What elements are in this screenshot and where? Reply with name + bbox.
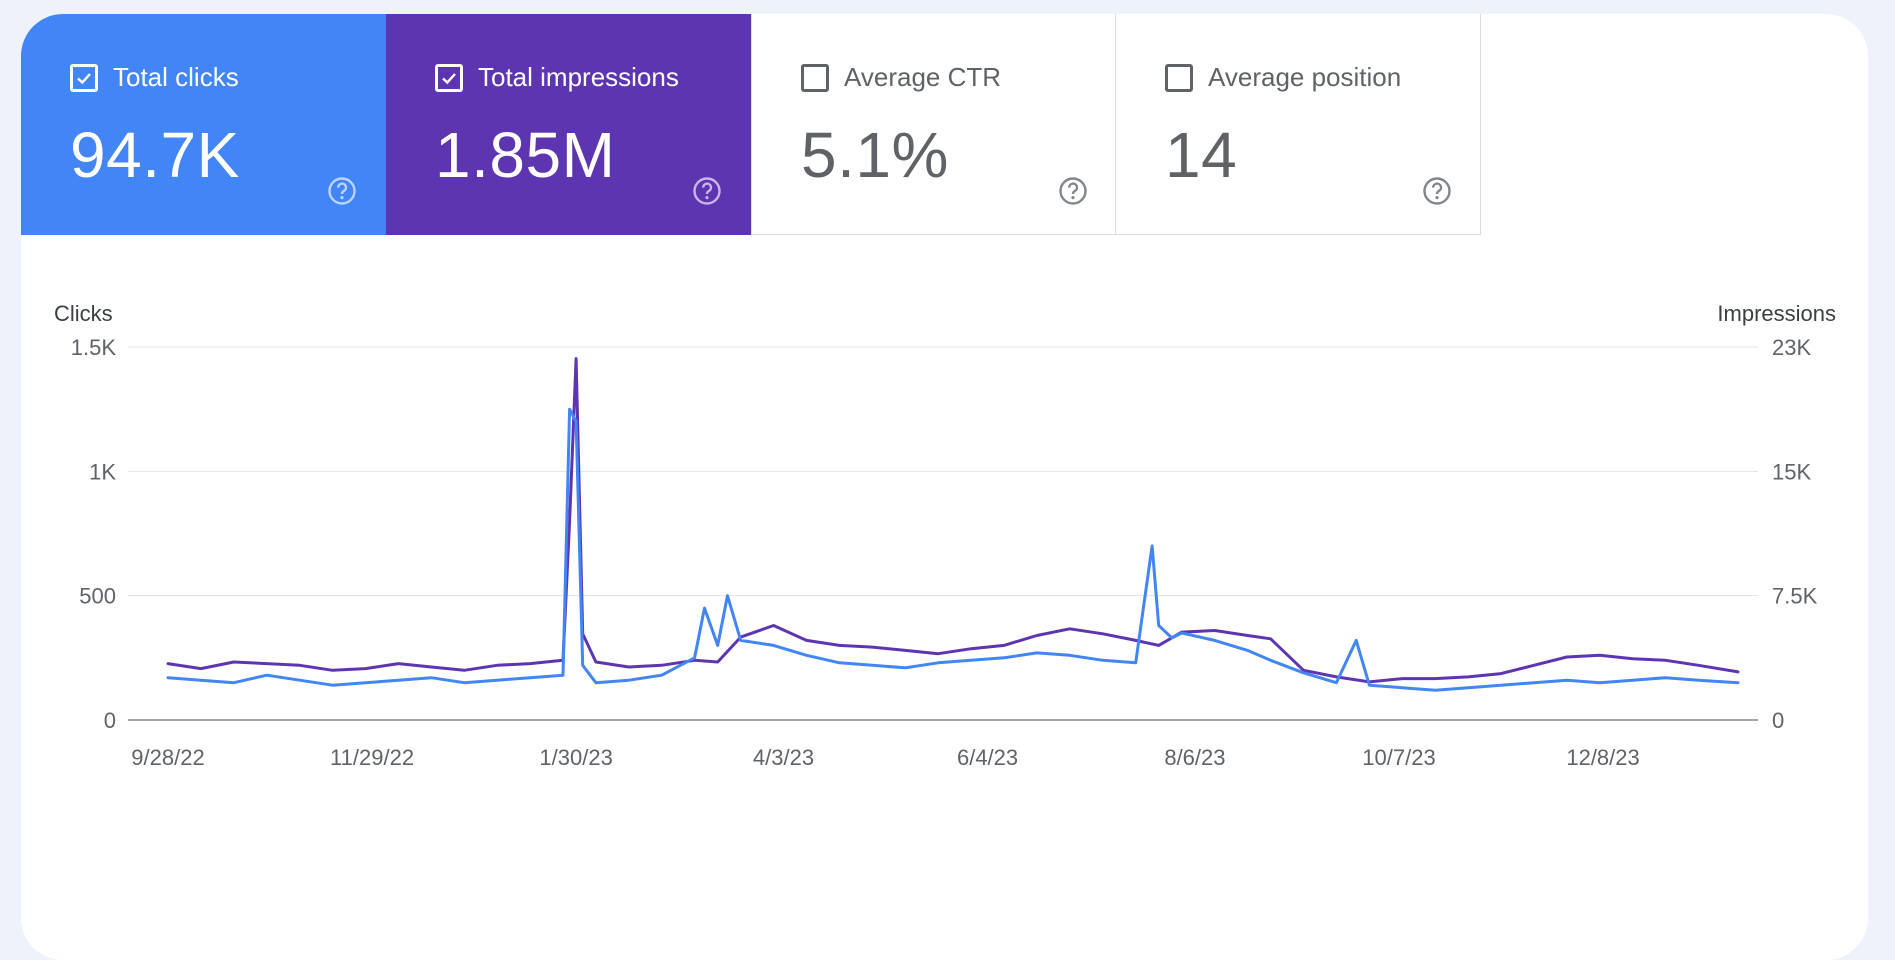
- x-tick-label: 11/29/22: [330, 745, 414, 770]
- metric-value: 5.1%: [801, 119, 949, 191]
- x-tick-label: 1/30/23: [539, 745, 612, 770]
- x-tick-label: 12/8/23: [1566, 745, 1639, 770]
- left-axis-title: Clicks: [54, 301, 113, 326]
- help-circle-icon[interactable]: [692, 176, 722, 206]
- impressions-series-line: [166, 357, 1740, 684]
- help-circle-icon[interactable]: [327, 176, 357, 206]
- checkbox-checked-icon[interactable]: [435, 63, 463, 92]
- metric-label: Total clicks: [113, 62, 239, 92]
- help-circle-icon[interactable]: [1422, 176, 1452, 206]
- metric-tab-total-clicks[interactable]: Total clicks 94.7K: [21, 14, 386, 235]
- left-axis-ticks: 0 500 1K 1.5K: [71, 335, 117, 733]
- metric-header: Total impressions: [435, 62, 679, 93]
- x-axis-ticks: 9/28/22 11/29/22 1/30/23 4/3/23 6/4/23 8/6/23…: [131, 745, 1639, 770]
- left-tick-label: 0: [104, 708, 116, 733]
- x-tick-label: 8/6/23: [1164, 745, 1225, 770]
- metric-label: Average CTR: [844, 62, 1002, 92]
- metric-header: Average CTR: [801, 62, 1001, 93]
- right-axis-ticks: 0 7.5K 15K 23K: [1772, 335, 1818, 733]
- chart-grid: [128, 346, 1758, 721]
- performance-chart: Clicks Impressions 0 500 1K 1.5K 0 7.5K 15K 23…: [54, 301, 1836, 770]
- right-tick-label: 23K: [1772, 335, 1811, 360]
- metric-header: Total clicks: [70, 62, 239, 93]
- metric-tabs: Total clicks 94.7K Total impressions 1.8…: [21, 14, 1481, 235]
- right-tick-label: 7.5K: [1772, 584, 1818, 609]
- performance-card: Total clicks 94.7K Total impressions 1.8…: [21, 14, 1868, 960]
- metric-tab-total-impressions[interactable]: Total impressions 1.85M: [386, 14, 751, 235]
- metric-label: Average position: [1208, 62, 1402, 92]
- right-tick-label: 0: [1772, 708, 1784, 733]
- x-tick-label: 6/4/23: [957, 745, 1018, 770]
- metric-value: 94.7K: [70, 119, 240, 191]
- checkbox-unchecked-icon[interactable]: [801, 63, 829, 92]
- checkbox-unchecked-icon[interactable]: [1165, 63, 1193, 92]
- x-tick-label: 4/3/23: [753, 745, 814, 770]
- x-tick-label: 9/28/22: [131, 745, 204, 770]
- checkbox-checked-icon[interactable]: [70, 63, 98, 92]
- x-tick-label: 10/7/23: [1362, 745, 1435, 770]
- metric-value: 14: [1165, 119, 1238, 191]
- chart-lines: [166, 357, 1740, 692]
- left-tick-label: 1.5K: [71, 335, 117, 360]
- metric-tab-average-position[interactable]: Average position 14: [1116, 14, 1481, 235]
- clicks-series-line: [166, 407, 1740, 692]
- right-tick-label: 15K: [1772, 459, 1811, 484]
- right-axis-title: Impressions: [1717, 301, 1836, 326]
- left-tick-label: 1K: [89, 459, 116, 484]
- metric-tab-average-ctr[interactable]: Average CTR 5.1%: [751, 14, 1116, 235]
- metric-header: Average position: [1165, 62, 1401, 93]
- metric-label: Total impressions: [478, 62, 679, 92]
- metric-value: 1.85M: [435, 119, 616, 191]
- left-tick-label: 500: [79, 584, 116, 609]
- help-circle-icon[interactable]: [1058, 176, 1088, 206]
